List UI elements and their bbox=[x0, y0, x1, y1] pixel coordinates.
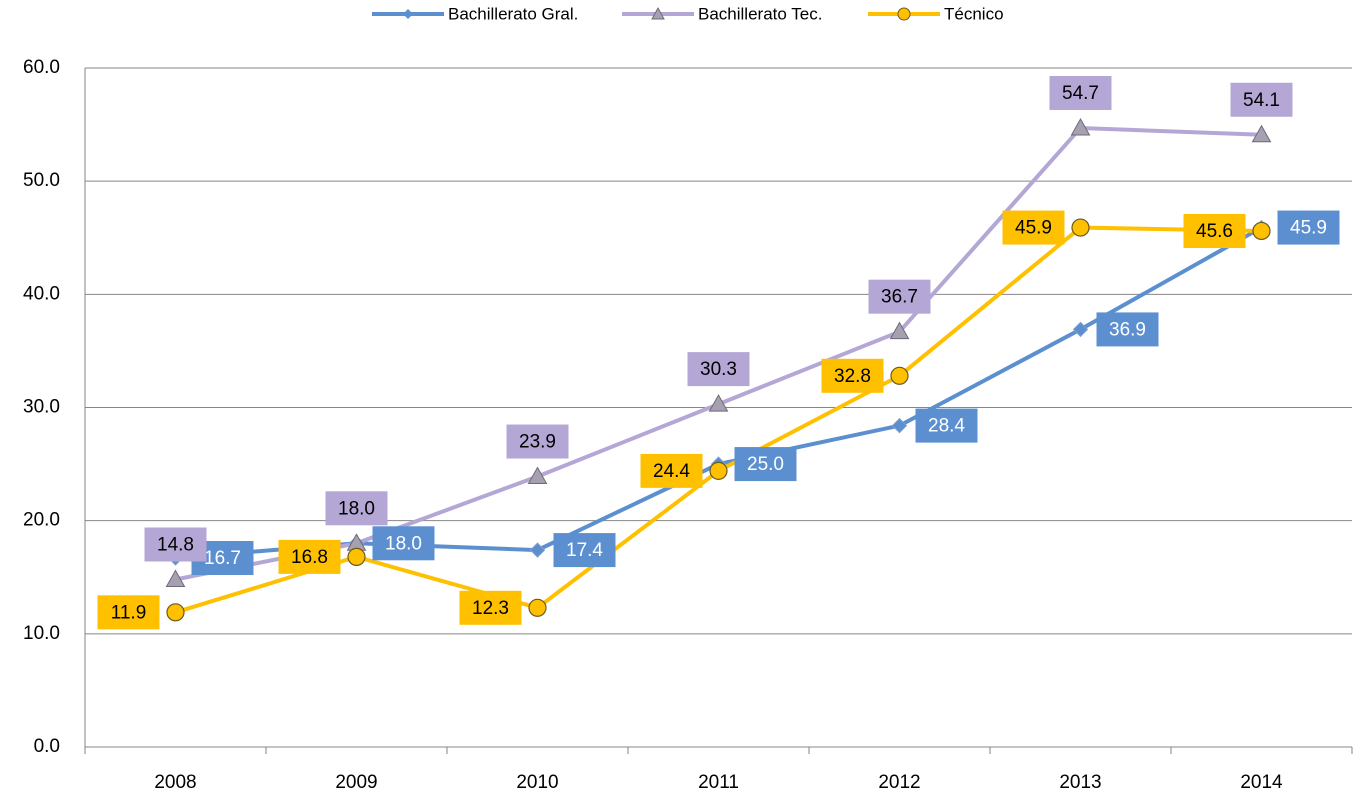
y-tick-label: 20.0 bbox=[23, 510, 60, 531]
chart: 0.0 10.0 20.0 30.0 40.0 50.0 60.0 2008 2009 2010 2… bbox=[0, 0, 1356, 795]
marker bbox=[167, 604, 184, 621]
legend-label: Bachillerato Tec. bbox=[698, 4, 822, 23]
data-label: 54.1 bbox=[1243, 90, 1280, 111]
data-label: 24.4 bbox=[653, 461, 690, 482]
data-label: 16.7 bbox=[204, 548, 241, 569]
legend-label: Bachillerato Gral. bbox=[448, 4, 578, 23]
data-label: 18.0 bbox=[338, 498, 375, 519]
marker bbox=[1072, 219, 1089, 236]
data-label: 45.6 bbox=[1196, 221, 1233, 242]
x-tick-label: 2014 bbox=[1240, 772, 1283, 793]
data-label: 11.9 bbox=[111, 602, 147, 623]
data-label: 12.3 bbox=[472, 598, 509, 619]
data-label: 14.8 bbox=[157, 535, 194, 556]
marker bbox=[531, 543, 545, 557]
legend-marker bbox=[403, 9, 413, 19]
page: 0.0 10.0 20.0 30.0 40.0 50.0 60.0 2008 2009 2010 2… bbox=[0, 0, 1356, 800]
marker bbox=[893, 419, 907, 433]
data-label: 18.0 bbox=[385, 533, 422, 554]
data-label: 30.3 bbox=[700, 359, 737, 380]
x-tick-label: 2011 bbox=[698, 772, 739, 793]
x-tick-label: 2010 bbox=[516, 772, 558, 793]
y-tick-label: 40.0 bbox=[23, 283, 60, 304]
data-label: 25.0 bbox=[747, 454, 784, 475]
y-tick-label: 30.0 bbox=[23, 397, 60, 418]
data-label: 54.7 bbox=[1062, 83, 1099, 104]
marker bbox=[529, 599, 546, 616]
data-label: 32.8 bbox=[834, 366, 871, 387]
legend-marker bbox=[898, 8, 910, 20]
x-tick-label: 2013 bbox=[1059, 772, 1101, 793]
y-tick-label: 50.0 bbox=[23, 170, 60, 191]
data-label: 16.8 bbox=[291, 547, 328, 568]
y-tick-label: 10.0 bbox=[23, 623, 60, 644]
data-label: 36.7 bbox=[881, 287, 918, 308]
y-tick-label: 60.0 bbox=[23, 57, 60, 78]
data-label: 45.9 bbox=[1015, 218, 1052, 239]
marker bbox=[1253, 222, 1270, 239]
data-label: 23.9 bbox=[519, 432, 556, 453]
marker bbox=[710, 462, 727, 479]
marker bbox=[891, 367, 908, 384]
x-tick-label: 2012 bbox=[878, 772, 920, 793]
x-tick-label: 2009 bbox=[335, 772, 377, 793]
marker bbox=[348, 548, 365, 565]
data-label: 45.9 bbox=[1290, 218, 1327, 239]
y-tick-label: 0.0 bbox=[34, 736, 60, 757]
x-tick-label: 2008 bbox=[154, 772, 196, 793]
data-label: 36.9 bbox=[1109, 319, 1146, 340]
data-label: 17.4 bbox=[566, 540, 603, 561]
data-label: 28.4 bbox=[928, 416, 965, 437]
legend-label: Técnico bbox=[944, 4, 1004, 23]
